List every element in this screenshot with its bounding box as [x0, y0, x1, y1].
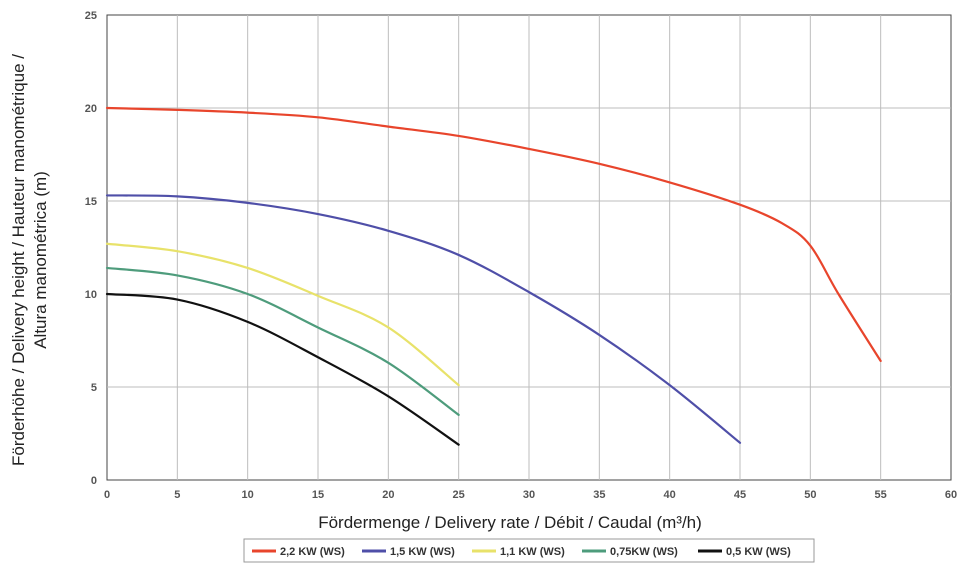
x-tick-label: 30 — [523, 489, 535, 501]
legend-box — [243, 538, 815, 563]
x-tick-label: 40 — [664, 489, 676, 501]
x-tick-label: 35 — [593, 489, 605, 501]
x-tick-label: 5 — [174, 489, 180, 501]
x-tick-label: 50 — [804, 489, 816, 501]
x-tick-label: 45 — [734, 489, 746, 501]
x-tick-label: 25 — [453, 489, 465, 501]
legend-label: 0,75KW (WS) — [610, 546, 678, 558]
x-tick-label: 0 — [104, 489, 110, 501]
y-axis-title-line-2: Altura manométrica (m) — [31, 171, 50, 349]
series-line-4 — [105, 292, 460, 446]
legend-label: 1,1 KW (WS) — [500, 546, 565, 558]
y-tick-label: 0 — [91, 475, 97, 487]
series-line-3 — [105, 266, 460, 416]
x-tick-label: 20 — [382, 489, 394, 501]
y-tick-label: 10 — [85, 289, 97, 301]
x-axis-tick-labels: 0 5 10 15 20 25 30 35 40 45 50 55 60 — [104, 489, 957, 501]
y-tick-label: 20 — [85, 103, 97, 115]
legend-label: 0,5 KW (WS) — [726, 546, 791, 558]
series-line-1 — [105, 194, 742, 444]
legend: 2,2 KW (WS) 1,5 KW (WS) 1,1 KW (WS) 0,75KW … — [243, 538, 815, 563]
y-axis-tick-labels: 0 5 10 15 20 25 — [85, 10, 97, 487]
y-axis-title-line-1: Förderhöhe / Delivery height / Hauteur m… — [9, 54, 28, 466]
x-axis-title: Fördermenge / Delivery rate / Débit / Ca… — [318, 513, 702, 532]
legend-label: 1,5 KW (WS) — [390, 546, 455, 558]
x-tick-label: 60 — [945, 489, 957, 501]
series-lines — [105, 106, 882, 446]
y-tick-label: 5 — [91, 382, 97, 394]
series-line-2 — [105, 242, 460, 387]
y-tick-label: 25 — [85, 10, 97, 22]
legend-label: 2,2 KW (WS) — [280, 546, 345, 558]
y-tick-label: 15 — [85, 196, 97, 208]
legend-items: 2,2 KW (WS) 1,5 KW (WS) 1,1 KW (WS) 0,75KW … — [252, 546, 791, 558]
x-tick-label: 55 — [875, 489, 887, 501]
x-tick-label: 10 — [242, 489, 254, 501]
series-line-0 — [105, 106, 882, 363]
x-tick-label: 15 — [312, 489, 324, 501]
y-axis-title: Förderhöhe / Delivery height / Hauteur m… — [9, 54, 50, 466]
